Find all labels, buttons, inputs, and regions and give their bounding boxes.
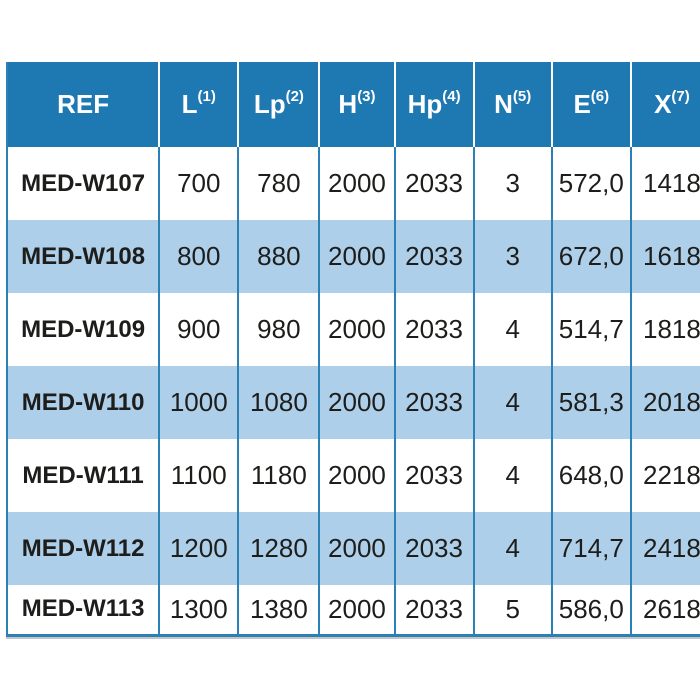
cell-l: 1200 — [158, 512, 239, 585]
table-row: MED-W112 1200 1280 2000 2033 4 714,7 241… — [7, 512, 700, 585]
cell-e: 572,0 — [550, 147, 631, 220]
cell-l: 1300 — [158, 585, 239, 635]
cell-ref: MED-W107 — [21, 169, 146, 197]
table-row: MED-W111 1100 1180 2000 2033 4 648,0 221… — [7, 439, 700, 512]
column-header-lp: Lp(2) — [237, 62, 320, 147]
header-superscript: (6) — [590, 88, 610, 106]
cell-h: 2000 — [318, 220, 395, 293]
header-label: N — [494, 89, 513, 119]
header-superscript: (4) — [442, 88, 461, 106]
header-label: L — [181, 89, 198, 119]
cell-n: 3 — [472, 147, 552, 220]
cell-ref: MED-W108 — [21, 242, 146, 270]
cell-hp: 2033 — [393, 366, 474, 439]
cell-hp: 2033 — [393, 220, 474, 293]
cell-x: 2418 — [629, 512, 700, 585]
cell-hp: 2033 — [393, 439, 474, 512]
cell-x: 2618 — [629, 585, 700, 635]
cell-x: 1818 — [629, 293, 700, 366]
cell-n: 4 — [472, 293, 552, 366]
cell-e: 514,7 — [550, 293, 631, 366]
cell-lp: 980 — [237, 293, 320, 366]
cell-n: 3 — [472, 220, 552, 293]
cell-x: 2018 — [629, 366, 700, 439]
cell-hp: 2033 — [393, 512, 474, 585]
header-label: Lp — [253, 89, 286, 119]
header-superscript: (1) — [197, 88, 216, 106]
cell-e: 586,0 — [550, 585, 631, 635]
cell-ref: MED-W110 — [21, 388, 145, 416]
header-superscript: (7) — [671, 88, 690, 106]
column-header-x: X(7) — [629, 62, 700, 147]
cell-h: 2000 — [318, 439, 395, 512]
cell-hp: 2033 — [393, 147, 474, 220]
cell-e: 714,7 — [550, 512, 631, 585]
column-header-e: E(6) — [550, 62, 631, 147]
cell-n: 4 — [472, 512, 552, 585]
cell-lp: 1380 — [237, 585, 320, 635]
cell-lp: 780 — [237, 147, 320, 220]
cell-hp: 2033 — [393, 293, 474, 366]
header-superscript: (5) — [512, 88, 532, 106]
cell-ref: MED-W113 — [21, 595, 145, 623]
cell-h: 2000 — [318, 366, 395, 439]
cell-h: 2000 — [318, 585, 395, 635]
column-header-l: L(1) — [158, 62, 239, 147]
cell-x: 2218 — [629, 439, 700, 512]
header-row: REF L(1) Lp(2) H(3) Hp(4) N(5) E(6) X(7) — [7, 62, 700, 147]
table-row: MED-W113 1300 1380 2000 2033 5 586,0 261… — [7, 585, 700, 635]
cell-h: 2000 — [318, 293, 395, 366]
cell-l: 700 — [158, 147, 239, 220]
cell-ref: MED-W109 — [21, 315, 146, 343]
table-row: MED-W109 900 980 2000 2033 4 514,7 1818 — [7, 293, 700, 366]
header-label: X — [654, 89, 672, 119]
header-superscript: (3) — [357, 88, 376, 106]
cell-e: 581,3 — [550, 366, 631, 439]
cell-lp: 1180 — [237, 439, 320, 512]
cell-l: 1000 — [158, 366, 239, 439]
table-row: MED-W108 800 880 2000 2033 3 672,0 1618 — [7, 220, 700, 293]
cell-hp: 2033 — [393, 585, 474, 635]
cell-h: 2000 — [318, 147, 395, 220]
cell-n: 4 — [472, 439, 552, 512]
cell-n: 5 — [472, 585, 552, 635]
cell-e: 672,0 — [550, 220, 631, 293]
cell-x: 1618 — [629, 220, 700, 293]
header-label: E — [573, 89, 591, 119]
cell-lp: 1280 — [237, 512, 320, 585]
column-header-n: N(5) — [472, 62, 552, 147]
header-label: REF — [57, 89, 110, 119]
column-header-hp: Hp(4) — [393, 62, 474, 147]
header-superscript: (2) — [285, 88, 304, 106]
cell-lp: 880 — [237, 220, 320, 293]
cell-l: 1100 — [158, 439, 239, 512]
cell-e: 648,0 — [550, 439, 631, 512]
column-header-ref: REF — [7, 62, 160, 147]
cell-ref: MED-W112 — [21, 534, 145, 562]
table-row: MED-W110 1000 1080 2000 2033 4 581,3 201… — [7, 366, 700, 439]
cell-l: 900 — [158, 293, 239, 366]
cell-lp: 1080 — [237, 366, 320, 439]
header-label: Hp — [407, 89, 443, 119]
product-spec-table: REF L(1) Lp(2) H(3) Hp(4) N(5) E(6) X(7)… — [6, 62, 700, 637]
cell-ref: MED-W111 — [22, 461, 144, 489]
cell-l: 800 — [158, 220, 239, 293]
header-label: H — [338, 89, 358, 119]
cell-x: 1418 — [629, 147, 700, 220]
cell-h: 2000 — [318, 512, 395, 585]
table-row: MED-W107 700 780 2000 2033 3 572,0 1418 — [7, 147, 700, 220]
cell-n: 4 — [472, 366, 552, 439]
column-header-h: H(3) — [318, 62, 395, 147]
spec-table-viewport: REF L(1) Lp(2) H(3) Hp(4) N(5) E(6) X(7)… — [6, 62, 700, 640]
